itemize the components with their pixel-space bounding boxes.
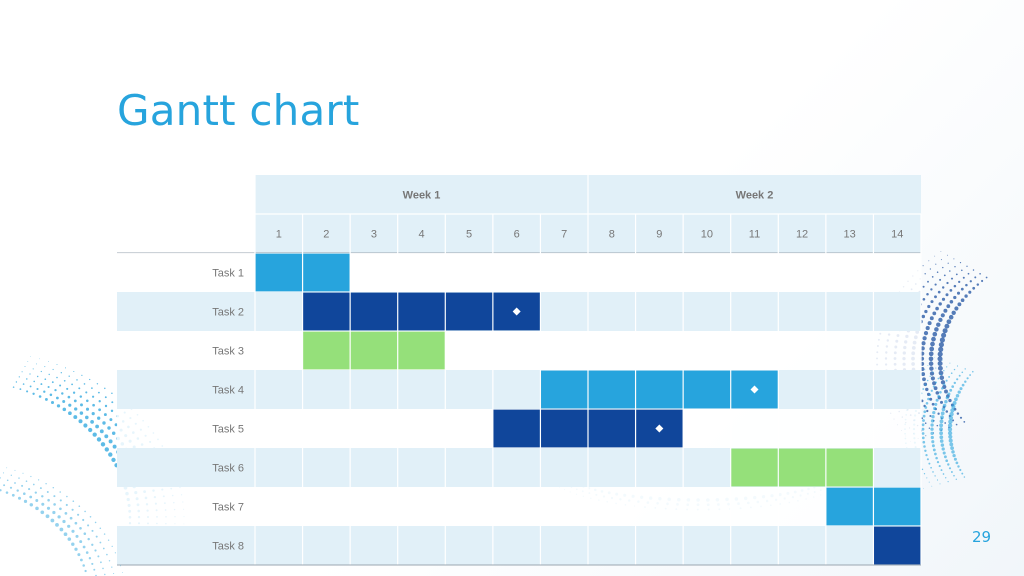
- day-label: 6: [514, 229, 520, 241]
- task-label: Task 1: [212, 268, 244, 280]
- task-bar-cell: [398, 292, 445, 331]
- task-bar-cell: [303, 331, 350, 370]
- milestone-marker: [655, 424, 664, 433]
- task-bar-cell: [303, 253, 350, 292]
- task-label: Task 5: [212, 424, 244, 436]
- day-header-cell: [445, 214, 493, 253]
- day-header-cell: [302, 214, 351, 253]
- task-bar-cell: [636, 370, 683, 409]
- page-number: 29: [972, 528, 992, 546]
- day-label: 9: [656, 229, 662, 241]
- task-row: [117, 331, 921, 370]
- day-header-cell: [635, 214, 684, 253]
- task-label: Task 2: [212, 307, 244, 319]
- day-label: 10: [701, 229, 713, 241]
- day-header-cell: [825, 214, 874, 253]
- day-header-cell: [350, 214, 398, 253]
- day-label: 4: [418, 229, 424, 241]
- day-label: 8: [609, 229, 615, 241]
- task-bar-cell: [255, 253, 302, 292]
- day-header-cell: [683, 214, 731, 253]
- day-label: 5: [466, 229, 472, 241]
- task-bar-cell: [541, 370, 588, 409]
- task-bar-cell: [350, 292, 398, 331]
- task-label: Task 7: [212, 502, 244, 514]
- task-label: Task 8: [212, 541, 244, 553]
- day-header-cell: [397, 214, 446, 253]
- task-bar-cell: [778, 448, 826, 487]
- day-label: 11: [749, 229, 760, 241]
- day-header-cell: [492, 214, 541, 253]
- day-header-cell: [588, 214, 636, 253]
- task-bar-cell: [874, 526, 921, 565]
- day-label: 14: [891, 229, 903, 241]
- week-label: Week 1: [403, 190, 441, 202]
- task-bar-cell: [826, 487, 873, 526]
- slide-title: Gantt chart: [117, 86, 360, 135]
- day-label: 1: [276, 229, 282, 241]
- task-label: Task 6: [212, 463, 244, 475]
- task-bar-cell: [588, 370, 635, 409]
- task-bar-cell: [874, 487, 921, 526]
- task-row: [117, 370, 921, 409]
- day-header-cell: [730, 214, 779, 253]
- day-label: 12: [796, 229, 808, 241]
- day-label: 7: [561, 229, 567, 241]
- task-bar-cell: [588, 409, 635, 448]
- day-label: 3: [371, 229, 377, 241]
- task-bar-cell: [493, 409, 540, 448]
- task-bar-cell: [350, 331, 398, 370]
- day-header-cell: [540, 214, 588, 253]
- task-bar-cell: [731, 448, 778, 487]
- task-bar-cell: [826, 448, 873, 487]
- task-bar-cell: [683, 370, 731, 409]
- day-label: 13: [844, 229, 856, 241]
- day-label: 2: [323, 229, 329, 241]
- task-row: [117, 487, 921, 526]
- task-row: [117, 253, 921, 292]
- task-bar-cell: [541, 409, 588, 448]
- milestone-marker: [750, 385, 759, 394]
- day-header-cell: [873, 214, 921, 253]
- week-label: Week 2: [736, 190, 774, 202]
- task-label: Task 3: [212, 346, 244, 358]
- task-label: Task 4: [212, 385, 244, 397]
- milestone-marker: [512, 307, 521, 316]
- week-header-cell: [588, 175, 921, 214]
- task-row: [117, 526, 921, 565]
- week-header-cell: [255, 175, 588, 214]
- day-header-cell: [255, 214, 303, 253]
- task-bar-cell: [398, 331, 445, 370]
- day-header-cell: [778, 214, 826, 253]
- task-bar-cell: [445, 292, 493, 331]
- task-bar-cell: [303, 292, 350, 331]
